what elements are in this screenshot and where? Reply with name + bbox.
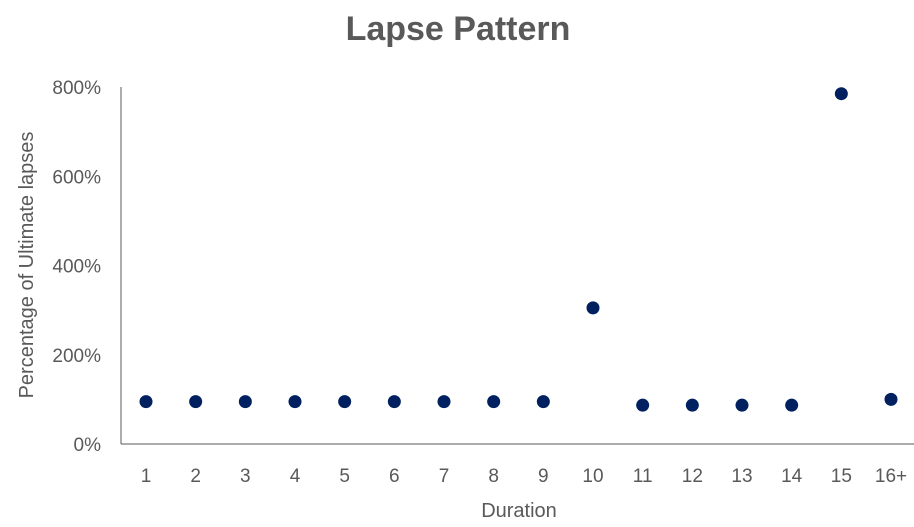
data-point xyxy=(487,395,501,409)
y-tick-label: 0% xyxy=(74,435,102,456)
x-axis-ticks: 1 2 3 4 5 6 7 8 9 10 11 12 13 14 15 16+ xyxy=(141,466,907,487)
x-tick-label: 3 xyxy=(240,466,251,487)
data-point xyxy=(338,395,352,409)
x-tick-label: 9 xyxy=(538,466,549,487)
data-point xyxy=(238,395,252,409)
x-tick-label: 5 xyxy=(339,466,350,487)
x-axis-label: Duration xyxy=(481,500,557,522)
data-point xyxy=(735,398,749,412)
data-point xyxy=(586,301,600,315)
data-point xyxy=(834,87,848,101)
y-tick-label: 400% xyxy=(52,257,101,278)
data-point xyxy=(189,395,203,409)
x-tick-label: 2 xyxy=(190,466,201,487)
x-tick-label: 11 xyxy=(633,466,653,487)
data-point xyxy=(884,392,898,406)
y-tick-label: 600% xyxy=(52,167,101,188)
x-tick-label: 15 xyxy=(831,466,852,487)
x-tick-label: 10 xyxy=(582,466,603,487)
data-point xyxy=(288,395,302,409)
data-point xyxy=(387,395,401,409)
y-tick-label: 200% xyxy=(52,346,101,367)
x-tick-label: 16+ xyxy=(875,466,907,487)
x-tick-label: 13 xyxy=(731,466,752,487)
x-tick-label: 1 xyxy=(141,466,152,487)
data-point xyxy=(437,395,451,409)
y-axis-label: Percentage of Ultimate lapses xyxy=(16,132,38,399)
data-point xyxy=(536,395,550,409)
data-point xyxy=(139,395,153,409)
x-tick-label: 8 xyxy=(488,466,499,487)
x-tick-label: 14 xyxy=(781,466,803,487)
data-point xyxy=(636,398,650,412)
x-tick-label: 12 xyxy=(682,466,703,487)
data-points xyxy=(139,87,898,412)
y-axis-ticks: 0% 200% 400% 600% 800% xyxy=(52,78,101,456)
x-tick-label: 6 xyxy=(389,466,400,487)
x-tick-label: 7 xyxy=(439,466,450,487)
x-tick-label: 4 xyxy=(290,466,301,487)
data-point xyxy=(785,398,799,412)
y-tick-label: 800% xyxy=(52,78,101,99)
data-point xyxy=(685,398,699,412)
chart-title: Lapse Pattern xyxy=(346,10,571,48)
